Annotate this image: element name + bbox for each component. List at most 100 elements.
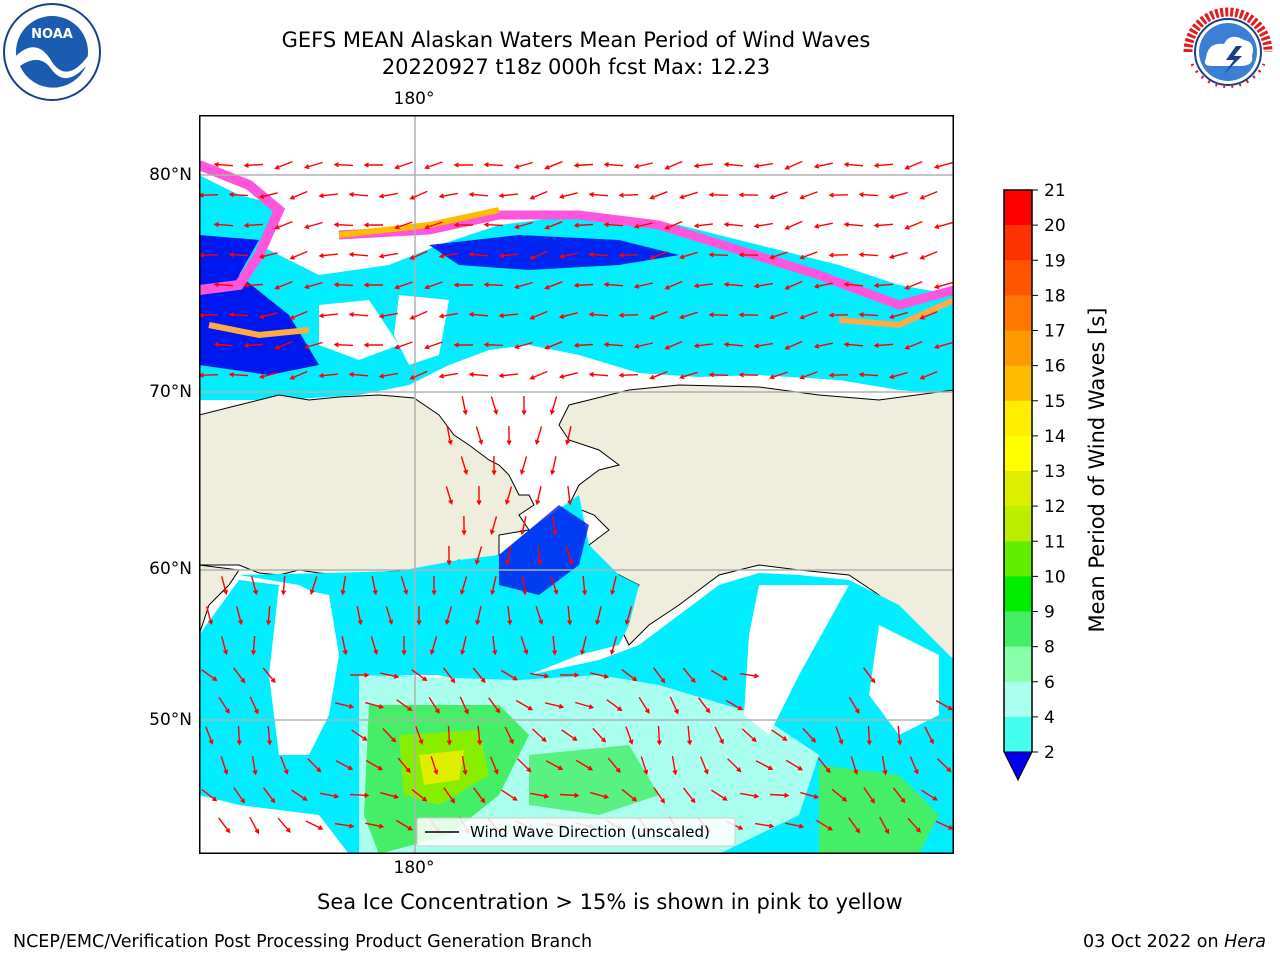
colorbar-cell xyxy=(1004,611,1032,648)
ice-edge-east xyxy=(838,297,954,329)
wave-direction-arrow xyxy=(274,220,293,230)
colorbar-tick-label: 17 xyxy=(1044,322,1066,342)
wave-direction-arrow xyxy=(340,575,347,596)
wave-direction-arrow xyxy=(459,576,468,595)
wave-direction-arrow xyxy=(588,372,609,378)
wave-direction-arrow xyxy=(424,281,443,290)
colorbar-cells xyxy=(1003,189,1033,782)
wave-direction-arrow xyxy=(537,546,543,566)
wave-direction-arrow xyxy=(687,725,693,746)
wave-direction-arrow xyxy=(365,701,385,709)
wave-direction-arrow xyxy=(382,728,397,743)
wave-direction-arrow xyxy=(363,342,383,348)
wave-direction-arrow xyxy=(251,755,258,776)
wave-direction-arrow xyxy=(813,342,833,349)
wave-direction-arrow xyxy=(475,426,484,446)
wave-direction-arrow xyxy=(519,456,528,475)
ice-edge-low xyxy=(429,235,679,270)
wave-direction-arrow xyxy=(289,250,308,260)
wave-direction-arrow xyxy=(682,667,696,683)
wave-direction-arrow xyxy=(490,396,499,416)
wave-direction-arrow xyxy=(653,667,666,684)
footer-date-text: 03 Oct 2022 on xyxy=(1083,932,1225,952)
wave-direction-arrow xyxy=(514,281,533,290)
wave-direction-arrow xyxy=(534,426,543,445)
wave-direction-arrow xyxy=(515,699,534,711)
wave-direction-arrow xyxy=(828,312,849,318)
wave-direction-arrow xyxy=(799,371,818,380)
wave-direction-arrow xyxy=(753,282,774,289)
wave-direction-arrow xyxy=(213,341,234,348)
wave-direction-arrow xyxy=(799,191,818,200)
wave-direction-arrow xyxy=(919,250,938,260)
colorbar-cell xyxy=(1004,400,1032,437)
wave-direction-arrow xyxy=(249,696,259,715)
lat-label-80: 80°N xyxy=(149,165,192,185)
wave-direction-arrow xyxy=(544,221,563,230)
wave-direction-arrow xyxy=(334,822,355,829)
wave-direction-arrow xyxy=(228,192,249,198)
wave-direction-arrow xyxy=(753,222,774,229)
wave-direction-arrow xyxy=(218,817,231,834)
wave-direction-arrow xyxy=(365,822,385,829)
wave-direction-arrow xyxy=(575,759,594,771)
wave-direction-arrow xyxy=(491,455,497,476)
wave-direction-arrow xyxy=(504,726,514,745)
wave-direction-arrow xyxy=(933,281,953,289)
wave-direction-arrow xyxy=(888,371,908,379)
wave-direction-arrow xyxy=(281,575,287,596)
wave-direction-arrow xyxy=(446,545,452,566)
wave-direction-arrow xyxy=(514,221,533,230)
wave-direction-arrow xyxy=(475,606,482,626)
wave-direction-arrow xyxy=(710,669,728,681)
legend-label: Wind Wave Direction (unscaled) xyxy=(470,823,710,841)
wave-direction-arrow xyxy=(385,606,394,626)
wave-direction-arrow xyxy=(848,817,861,834)
wave-direction-arrow xyxy=(933,221,953,229)
wave-direction-arrow xyxy=(201,788,218,802)
wave-direction-arrow xyxy=(567,605,573,626)
wave-direction-arrow xyxy=(304,341,323,350)
wave-direction-arrow xyxy=(754,822,775,829)
wave-direction-arrow xyxy=(348,191,369,197)
wave-direction-arrow xyxy=(545,760,564,770)
wave-direction-arrow xyxy=(935,699,954,711)
wave-direction-arrow xyxy=(529,250,548,260)
wave-direction-arrow xyxy=(850,756,859,775)
wave-direction-arrow xyxy=(769,311,788,320)
wave-direction-arrow xyxy=(588,312,609,318)
colorbar-ticks: 21 20 19 18 17 16 15 14 13 12 11 10 9 8 6 4 2 xyxy=(1032,181,1066,763)
colorbar-tick-label: 20 xyxy=(1044,216,1066,236)
wave-direction-arrow xyxy=(277,817,291,833)
colorbar-cell xyxy=(1004,190,1032,226)
lat-label-60: 60°N xyxy=(149,559,192,579)
wave-direction-arrow xyxy=(446,725,452,746)
map-frame xyxy=(199,115,954,854)
norton-sound xyxy=(499,505,589,595)
wave-direction-arrow xyxy=(921,789,938,801)
wave-direction-arrow xyxy=(411,669,428,682)
wave-direction-arrow xyxy=(395,819,413,831)
colorbar-cell xyxy=(1004,330,1032,367)
wave-direction-arrow xyxy=(228,312,249,318)
wave-direction-arrow xyxy=(640,756,649,775)
wave-direction-arrow xyxy=(610,576,617,596)
wave-direction-arrow xyxy=(693,283,713,289)
wave-direction-arrow xyxy=(221,576,228,596)
wave-direction-arrow xyxy=(607,757,621,774)
wave-direction-arrow xyxy=(291,789,308,801)
wave-direction-arrow xyxy=(888,311,908,319)
wave-direction-arrow xyxy=(633,282,653,289)
wave-direction-arrow xyxy=(394,281,413,290)
wave-direction-arrow xyxy=(333,342,354,348)
wave-direction-arrow xyxy=(603,281,624,288)
wave-direction-arrow xyxy=(769,251,788,260)
wave-direction-arrow xyxy=(592,727,607,743)
colorbar-tick-label: 14 xyxy=(1044,427,1066,447)
wave-direction-arrow xyxy=(218,697,230,714)
colorbar-cell xyxy=(1004,576,1032,612)
wave-direction-arrow xyxy=(873,222,894,229)
wave-direction-arrow xyxy=(831,788,848,802)
gap-okhotsk xyxy=(269,585,339,755)
wave-direction-arrow xyxy=(888,251,908,259)
